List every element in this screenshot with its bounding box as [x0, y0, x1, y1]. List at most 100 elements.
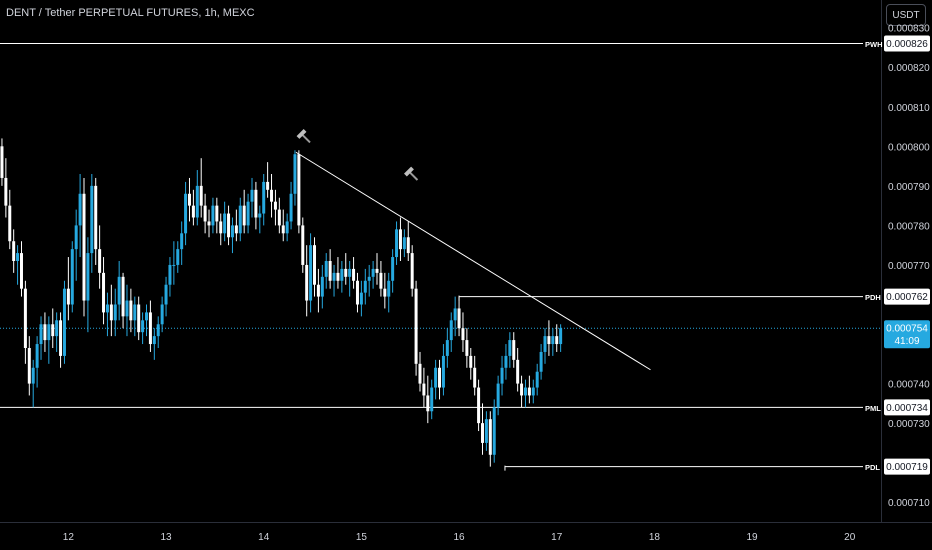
hammer-handle	[301, 133, 311, 144]
candle-up	[246, 201, 250, 226]
candle-up	[62, 288, 66, 356]
price-axis[interactable]: 0.000830 0.000820 0.000810 0.000800 0.000790…	[888, 24, 930, 510]
candle-down	[8, 205, 12, 242]
candle-down	[66, 288, 70, 305]
price-tick-label: 0.000810	[888, 103, 930, 114]
candle-up	[141, 320, 145, 333]
candle-down	[414, 288, 418, 364]
candle-up	[387, 280, 391, 297]
candle-up	[86, 253, 90, 301]
candle-down	[344, 268, 348, 277]
candle-down	[398, 229, 402, 250]
currency-unit-button[interactable]: USDT	[886, 4, 926, 26]
candle-up	[39, 324, 43, 345]
candle-up	[125, 300, 129, 317]
candle-down	[242, 205, 246, 226]
candle-down	[465, 340, 469, 356]
candle-up	[293, 154, 297, 194]
candle-down	[109, 304, 113, 321]
candle-up	[434, 367, 438, 388]
candle-up	[348, 268, 352, 277]
candle-up	[223, 213, 227, 234]
candle-down	[488, 419, 492, 455]
time-tick-label: 13	[160, 532, 172, 543]
candle-up	[238, 205, 242, 234]
level-value-pdh: 0.000762	[886, 292, 928, 303]
candle-down	[43, 324, 47, 341]
trendline	[295, 151, 651, 371]
candle-up	[195, 185, 199, 218]
hammer-handle	[408, 171, 419, 181]
candle-up	[105, 304, 109, 313]
candle-up	[551, 336, 555, 345]
price-tick-label: 0.000740	[888, 380, 930, 391]
candle-up	[543, 336, 547, 352]
candle-up	[484, 419, 488, 443]
candle-down	[19, 253, 23, 289]
time-tick-label: 19	[747, 532, 759, 543]
candle-up	[152, 336, 156, 345]
price-tick-label: 0.000830	[888, 24, 930, 35]
candle-up	[496, 383, 500, 408]
candle-down	[555, 336, 559, 345]
candle-down	[227, 213, 231, 238]
level-labels-layer: PWH 0.000826 PDH 0.000762 PML 0.000734 PDL 0.00…	[865, 35, 930, 475]
candle-down	[297, 154, 301, 226]
hammer-head	[404, 166, 414, 177]
candle-up	[176, 249, 180, 265]
candle-up	[359, 292, 363, 305]
candle-down	[266, 181, 270, 190]
candle-down	[148, 312, 152, 345]
candle-down	[406, 237, 410, 254]
candle-up	[441, 355, 445, 388]
candle-up	[430, 387, 434, 412]
level-value-box	[884, 288, 930, 305]
overlay-layer	[295, 128, 651, 371]
candle-up	[504, 355, 508, 368]
candle-down	[410, 253, 414, 289]
candle-up	[500, 367, 504, 384]
candle-up	[367, 276, 371, 281]
candle-up	[145, 312, 149, 321]
candle-down	[137, 304, 141, 333]
candle-down	[12, 241, 16, 261]
candle-up	[230, 225, 234, 238]
time-tick-label: 14	[258, 532, 270, 543]
candle-down	[379, 272, 383, 289]
price-tick-label: 0.000770	[888, 261, 930, 272]
candle-up	[168, 264, 172, 285]
candle-down	[547, 336, 551, 345]
candle-down	[336, 272, 340, 281]
bar-countdown: 41:09	[894, 336, 919, 347]
candle-up	[395, 229, 399, 258]
time-tick-label: 16	[453, 532, 465, 543]
candle-up	[402, 237, 406, 250]
candle-down	[527, 387, 531, 396]
candle-down	[121, 276, 125, 317]
candle-up	[285, 221, 289, 234]
candle-up	[184, 193, 188, 234]
level-value-pml: 0.000734	[886, 403, 928, 414]
candle-down	[273, 201, 277, 210]
candle-up	[531, 387, 535, 396]
candle-down	[352, 268, 356, 281]
candle-up	[164, 284, 168, 305]
candle-down	[480, 423, 484, 443]
candle-down	[355, 280, 359, 305]
time-tick-label: 18	[649, 532, 661, 543]
level-value-box	[884, 35, 930, 52]
candle-down	[254, 189, 258, 218]
price-tick-label: 0.000820	[888, 63, 930, 74]
candle-down	[313, 245, 317, 285]
candle-up	[74, 225, 78, 250]
candle-down	[469, 355, 473, 368]
candle-down	[461, 328, 465, 341]
hammer-icon	[404, 166, 419, 181]
candle-down	[215, 205, 219, 222]
time-axis[interactable]: 12 13 14 15 16 17 18 19 20	[63, 532, 856, 543]
candle-up	[508, 340, 512, 356]
candle-down	[59, 320, 63, 356]
candle-down	[94, 185, 98, 250]
price-tick-label: 0.000730	[888, 419, 930, 430]
